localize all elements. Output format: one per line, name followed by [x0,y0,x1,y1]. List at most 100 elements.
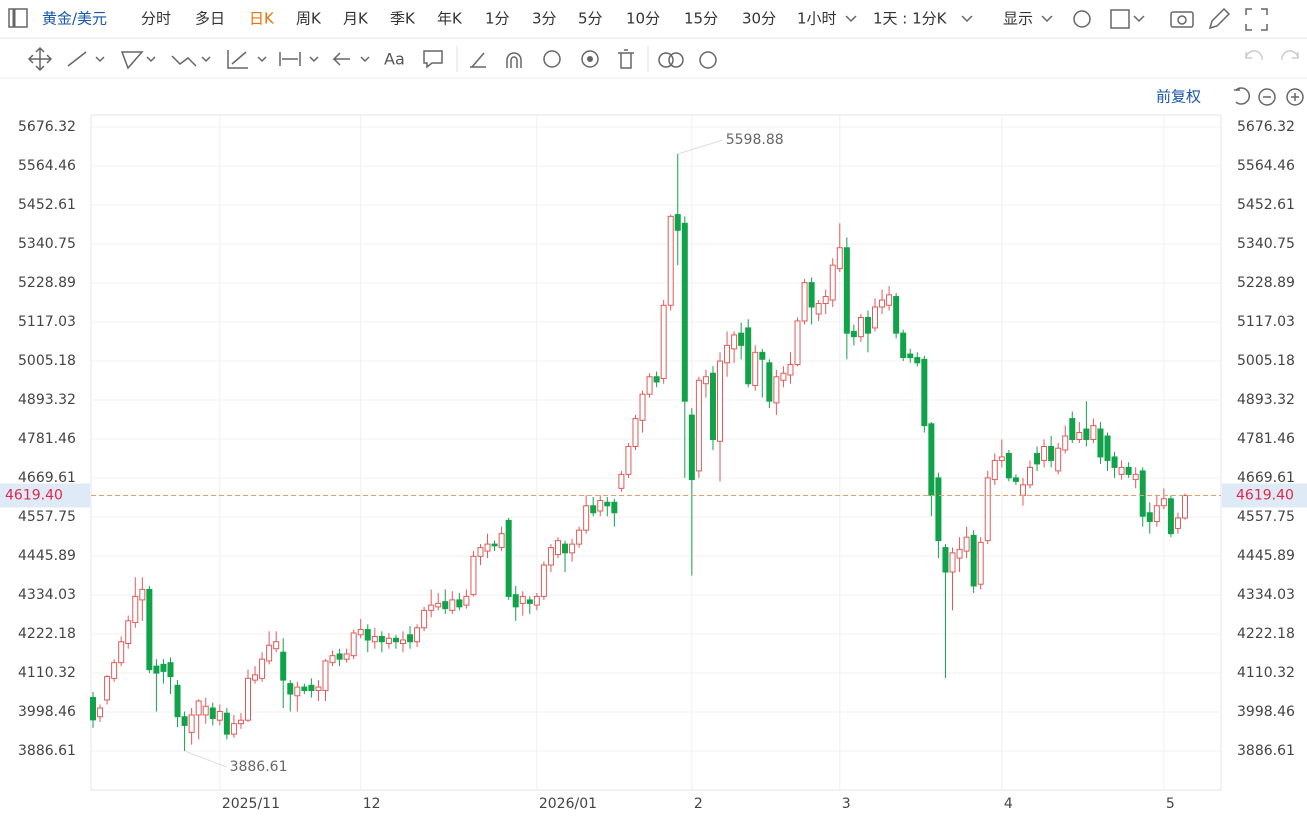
zoom-in-sign [1291,93,1299,101]
candle-body [984,477,991,542]
period-tab[interactable]: 1分 [485,10,510,28]
zoom-out[interactable] [1258,88,1276,106]
candle-body [188,714,195,733]
layout-icon[interactable] [1110,9,1130,29]
candle-body [850,330,857,338]
y-tick-label-right: 3998.46 [1237,704,1295,720]
candle-body [569,543,576,554]
plot-frame [90,114,1222,791]
arrow-tool[interactable] [332,52,350,66]
y-tick-label: 4557.75 [18,509,76,525]
candle-body [780,372,787,381]
period-tab[interactable]: 日K [249,10,275,28]
move-tool[interactable] [27,46,53,72]
period-tab[interactable]: 多日 [195,10,225,28]
redo[interactable] [1281,50,1299,61]
candle-body [1111,456,1118,468]
candle-body [970,534,977,587]
lock-tool[interactable] [543,50,561,68]
period-tab[interactable]: 年K [437,10,463,28]
candle-body [1012,477,1019,482]
camera-icon[interactable] [1170,11,1194,28]
period-tab[interactable]: 10分 [626,10,660,28]
period-tab[interactable]: 分时 [141,10,171,28]
candle-body [399,639,406,644]
y-tick-label: 5676.32 [18,119,76,135]
candle-body [484,543,491,552]
candle-body [1083,428,1090,441]
y-tick-label-right: 5564.46 [1237,158,1295,174]
candle-body [1005,452,1012,479]
candle-body [519,595,526,604]
angle-tool[interactable] [470,52,486,68]
text-tool[interactable]: Aa [384,50,405,69]
adjust-mode[interactable]: 前复权 [1156,88,1201,106]
candle-body [1167,498,1174,535]
line-tool[interactable] [67,51,87,67]
y-tick-label: 4781.46 [18,431,76,447]
period-tab[interactable]: 15分 [684,10,718,28]
y-tick-label: 5340.75 [18,236,76,252]
period-tab[interactable]: 30分 [742,10,776,28]
measure-tool[interactable] [279,52,301,66]
fullscreen-icon[interactable] [1245,8,1268,31]
period-tab[interactable]: 1天 : 1分K [873,10,948,28]
candle-body [139,588,146,601]
candle-body [174,684,181,718]
delete-tool[interactable] [618,49,634,69]
candle-body [202,705,209,716]
chevron [1041,15,1053,23]
candle-body [836,247,843,270]
x-tick-label: 2026/01 [539,796,597,812]
candle-body [611,501,618,514]
candle-body [872,306,879,329]
candle-body [1019,484,1026,496]
compare-icon[interactable] [658,52,674,68]
candle-body [991,459,998,481]
y-tick-label-right: 5340.75 [1237,236,1295,252]
last-price-box-left [0,483,90,508]
reset-zoom[interactable] [1234,87,1251,105]
settings-icon[interactable] [1073,10,1091,28]
fib-tool[interactable] [227,50,248,69]
last-price-label-left: 4619.40 [5,488,63,504]
period-tab[interactable]: 季K [390,10,416,28]
pattern-tool[interactable] [171,55,197,67]
period-tab[interactable]: 5分 [578,10,603,28]
candle-body [153,665,160,674]
candle-body [463,595,470,606]
x-tick-label: 2025/11 [222,796,280,812]
candle-body [132,595,139,624]
candle-body [822,296,829,305]
candle-body [879,299,886,308]
zoom-in[interactable] [1286,88,1304,106]
period-tab[interactable]: 显示 [1003,10,1033,28]
period-tab[interactable]: 1小时 [797,10,837,28]
candle-body [928,423,935,496]
y-tick-label-right: 5676.32 [1237,119,1295,135]
pencil-icon[interactable] [1208,7,1231,30]
candle-body [456,599,463,608]
magnet-tool[interactable] [506,52,522,68]
candle-body [1104,435,1111,461]
last-price-box-right [1222,483,1307,508]
chart-settings[interactable] [699,51,717,69]
compare-icon-2 [668,52,684,68]
candle-body [209,707,216,719]
visibility-tool[interactable] [581,50,599,68]
note-tool[interactable] [423,50,443,69]
period-tab[interactable]: 3分 [532,10,557,28]
channel-tool[interactable] [120,51,144,70]
y-tick-label: 4445.89 [18,548,76,564]
candle-body [921,358,928,427]
candle-body [886,294,893,306]
symbol[interactable]: 黄金/美元 [42,10,107,28]
period-tab[interactable]: 月K [343,10,369,28]
undo[interactable] [1245,50,1263,61]
y-tick-label-right: 3886.61 [1237,743,1295,759]
candle-body [378,636,385,643]
sidebar-toggle[interactable] [8,8,28,28]
period-tab[interactable]: 周K [296,10,322,28]
y-tick-label-right: 5117.03 [1237,314,1295,330]
y-tick-label-right: 5228.89 [1237,275,1295,291]
